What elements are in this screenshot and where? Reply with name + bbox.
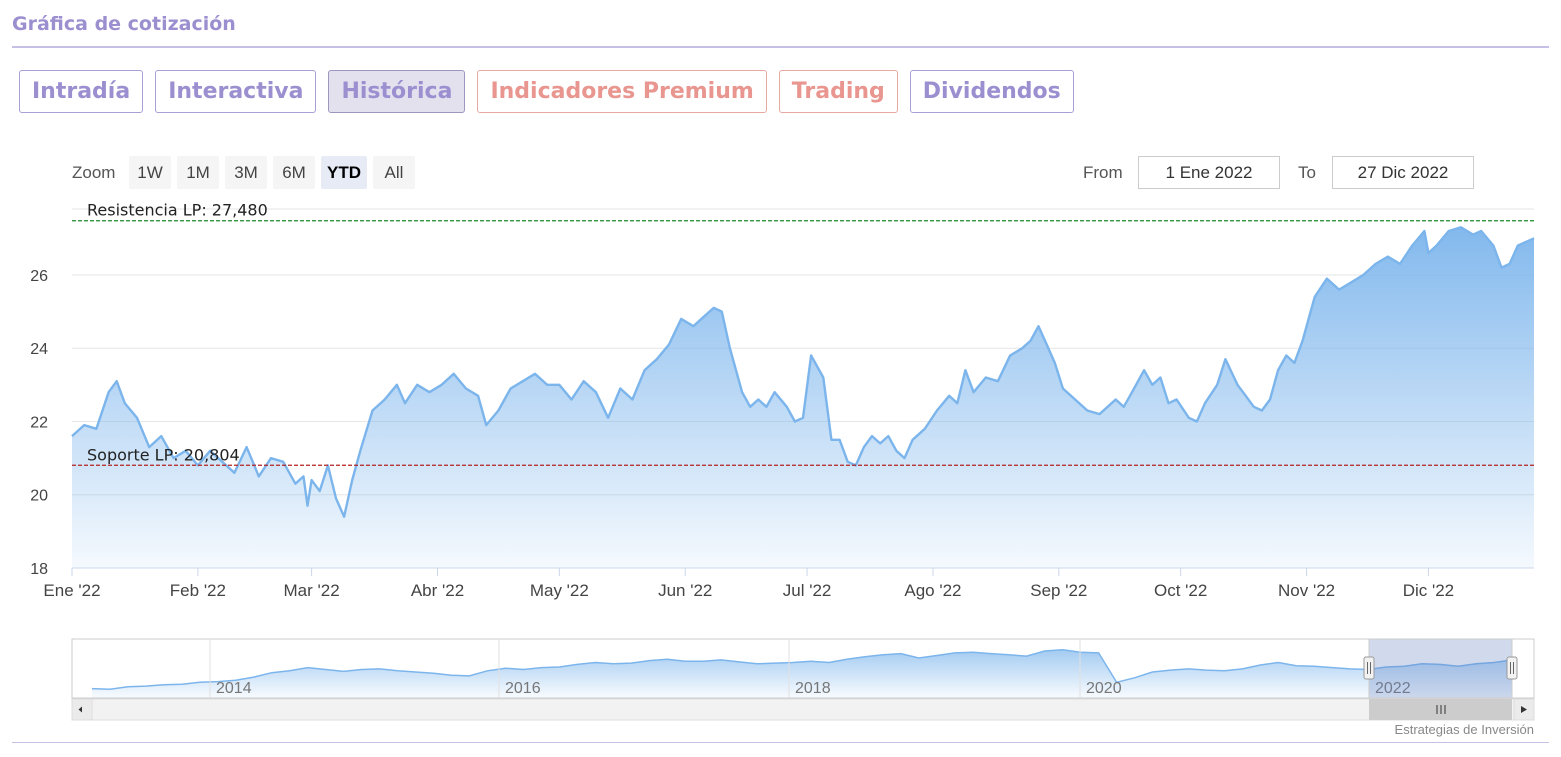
x-tick-label: Nov '22 bbox=[1278, 581, 1335, 600]
y-tick-label: 24 bbox=[30, 341, 48, 358]
navigator-year-label: 2014 bbox=[216, 680, 252, 697]
tab-dividendos[interactable]: Dividendos bbox=[909, 70, 1074, 113]
x-tick-label: Oct '22 bbox=[1154, 581, 1207, 600]
chart-tabs: Intradía Interactiva Histórica Indicador… bbox=[19, 70, 1074, 113]
navigator-year-label: 2018 bbox=[795, 680, 831, 697]
navigator-selection[interactable] bbox=[1368, 638, 1513, 699]
arrow-right-icon bbox=[1521, 706, 1527, 713]
navigator-right-handle[interactable] bbox=[1506, 656, 1518, 680]
zoom-1w-button[interactable]: 1W bbox=[129, 156, 171, 189]
navigator-year-label: 2022 bbox=[1375, 680, 1411, 697]
x-tick-label: May '22 bbox=[530, 581, 589, 600]
navigator-left-handle[interactable] bbox=[1363, 656, 1375, 680]
x-tick-label: Feb '22 bbox=[170, 581, 226, 600]
support-label: Soporte LP: 20,804 bbox=[87, 445, 240, 464]
from-label: From bbox=[1083, 163, 1123, 182]
y-tick-label: 26 bbox=[30, 268, 48, 285]
navigator-area bbox=[92, 649, 1512, 698]
y-tick-label: 20 bbox=[30, 488, 48, 505]
tab-trading[interactable]: Trading bbox=[778, 70, 898, 113]
tab-interactiva[interactable]: Interactiva bbox=[155, 70, 317, 113]
zoom-buttons: 1W 1M 3M 6M YTD All bbox=[129, 156, 415, 189]
x-tick-label: Mar '22 bbox=[284, 581, 340, 600]
zoom-3m-button[interactable]: 3M bbox=[225, 156, 267, 189]
tab-historica[interactable]: Histórica bbox=[328, 70, 466, 113]
series-area bbox=[72, 227, 1534, 569]
chart-credit: Estrategias de Inversión bbox=[1394, 722, 1534, 737]
zoom-ytd-button[interactable]: YTD bbox=[321, 156, 367, 189]
navigator-year-label: 2016 bbox=[505, 680, 541, 697]
scrollbar-track bbox=[71, 698, 1535, 721]
from-date-input[interactable]: 1 Ene 2022 bbox=[1138, 156, 1280, 189]
y-tick-label: 18 bbox=[30, 561, 48, 578]
zoom-6m-button[interactable]: 6M bbox=[273, 156, 315, 189]
section-title: Gráfica de cotización bbox=[12, 13, 236, 35]
x-tick-label: Ene '22 bbox=[43, 581, 100, 600]
zoom-label: Zoom bbox=[72, 163, 116, 182]
navigator-year-label: 2020 bbox=[1086, 680, 1122, 697]
series-line bbox=[71, 226, 1535, 518]
x-tick-label: Jul '22 bbox=[783, 581, 832, 600]
zoom-1m-button[interactable]: 1M bbox=[177, 156, 219, 189]
zoom-all-button[interactable]: All bbox=[373, 156, 415, 189]
tab-indicadores-premium[interactable]: Indicadores Premium bbox=[477, 70, 767, 113]
y-tick-label: 22 bbox=[30, 414, 48, 431]
resistance-label: Resistencia LP: 27,480 bbox=[87, 201, 268, 220]
bottom-divider bbox=[12, 742, 1549, 743]
title-divider bbox=[12, 46, 1549, 48]
x-tick-label: Sep '22 bbox=[1030, 581, 1087, 600]
x-tick-label: Abr '22 bbox=[411, 581, 464, 600]
to-date-input[interactable]: 27 Dic 2022 bbox=[1332, 156, 1474, 189]
x-tick-label: Jun '22 bbox=[658, 581, 712, 600]
navigator-line bbox=[91, 648, 1513, 691]
x-tick-label: Ago '22 bbox=[904, 581, 961, 600]
arrow-left-icon bbox=[78, 706, 82, 713]
tab-intradia[interactable]: Intradía bbox=[19, 70, 144, 113]
to-label: To bbox=[1298, 163, 1316, 182]
x-tick-label: Dic '22 bbox=[1403, 581, 1454, 600]
